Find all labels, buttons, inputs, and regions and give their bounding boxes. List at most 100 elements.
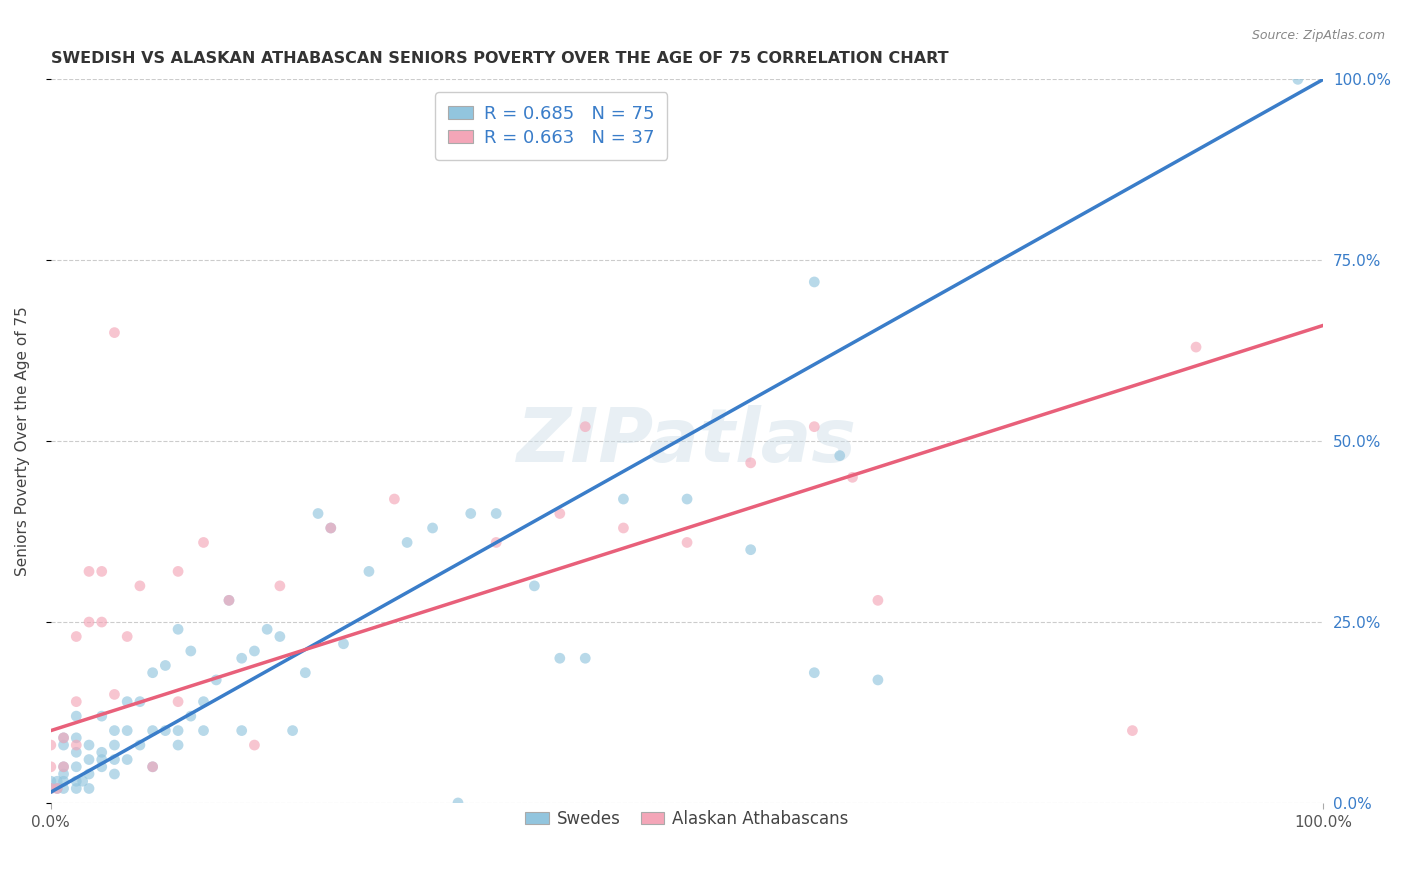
Point [548, 507, 571, 521]
Point [52, 738, 75, 752]
Point [269, 630, 291, 644]
Point [72, 774, 94, 789]
Point [115, 630, 138, 644]
Point [193, 695, 215, 709]
Point [39, 774, 62, 789]
Point [103, 753, 125, 767]
Point [803, 275, 825, 289]
Point [167, 622, 190, 636]
Point [384, 491, 406, 506]
Point [46, 781, 69, 796]
Point [90, 753, 112, 767]
Point [167, 723, 190, 738]
Point [357, 565, 380, 579]
Point [243, 738, 266, 752]
Point [205, 673, 228, 687]
Point [231, 723, 253, 738]
Point [77, 781, 100, 796]
Point [574, 419, 596, 434]
Point [39, 781, 62, 796]
Text: Source: ZipAtlas.com: Source: ZipAtlas.com [1251, 29, 1385, 43]
Point [65, 781, 87, 796]
Point [256, 622, 278, 636]
Point [612, 521, 634, 535]
Text: ZIPatlas: ZIPatlas [517, 405, 858, 477]
Point [142, 723, 165, 738]
Point [103, 738, 125, 752]
Point [129, 579, 152, 593]
Point [294, 665, 316, 680]
Point [866, 673, 889, 687]
Point [90, 745, 112, 759]
Point [828, 449, 851, 463]
Point [52, 767, 75, 781]
Point [319, 521, 342, 535]
Point [46, 774, 69, 789]
Point [231, 651, 253, 665]
Point [281, 723, 304, 738]
Point [574, 651, 596, 665]
Point [548, 651, 571, 665]
Point [52, 731, 75, 745]
Point [103, 326, 125, 340]
Point [155, 658, 177, 673]
Point [485, 535, 508, 549]
Point [167, 738, 190, 752]
Point [52, 760, 75, 774]
Point [65, 738, 87, 752]
Point [115, 753, 138, 767]
Point [396, 535, 419, 549]
Point [90, 760, 112, 774]
Point [77, 738, 100, 752]
Point [46, 781, 69, 796]
Text: SWEDISH VS ALASKAN ATHABASCAN SENIORS POVERTY OVER THE AGE OF 75 CORRELATION CHA: SWEDISH VS ALASKAN ATHABASCAN SENIORS PO… [51, 51, 949, 66]
Point [77, 565, 100, 579]
Point [218, 593, 240, 607]
Point [243, 644, 266, 658]
Point [460, 507, 482, 521]
Point [103, 723, 125, 738]
Point [65, 709, 87, 723]
Point [676, 535, 699, 549]
Point [485, 507, 508, 521]
Point [841, 470, 863, 484]
Point [422, 521, 444, 535]
Point [447, 796, 470, 810]
Point [115, 695, 138, 709]
Point [90, 709, 112, 723]
Point [180, 644, 202, 658]
Point [52, 731, 75, 745]
Point [167, 695, 190, 709]
Point [39, 760, 62, 774]
Point [740, 456, 762, 470]
Legend: Swedes, Alaskan Athabascans: Swedes, Alaskan Athabascans [519, 803, 855, 834]
Point [103, 767, 125, 781]
Point [129, 695, 152, 709]
Point [90, 565, 112, 579]
Point [180, 709, 202, 723]
Point [167, 565, 190, 579]
Y-axis label: Seniors Poverty Over the Age of 75: Seniors Poverty Over the Age of 75 [15, 306, 30, 576]
Point [65, 760, 87, 774]
Point [740, 542, 762, 557]
Point [103, 687, 125, 701]
Point [39, 738, 62, 752]
Point [612, 491, 634, 506]
Point [77, 615, 100, 629]
Point [307, 507, 329, 521]
Point [676, 491, 699, 506]
Point [332, 637, 354, 651]
Point [523, 579, 546, 593]
Point [77, 767, 100, 781]
Point [193, 723, 215, 738]
Point [142, 665, 165, 680]
Point [90, 615, 112, 629]
Point [803, 419, 825, 434]
Point [803, 665, 825, 680]
Point [319, 521, 342, 535]
Point [1121, 723, 1143, 738]
Point [218, 593, 240, 607]
Point [866, 593, 889, 607]
Point [52, 760, 75, 774]
Point [65, 630, 87, 644]
